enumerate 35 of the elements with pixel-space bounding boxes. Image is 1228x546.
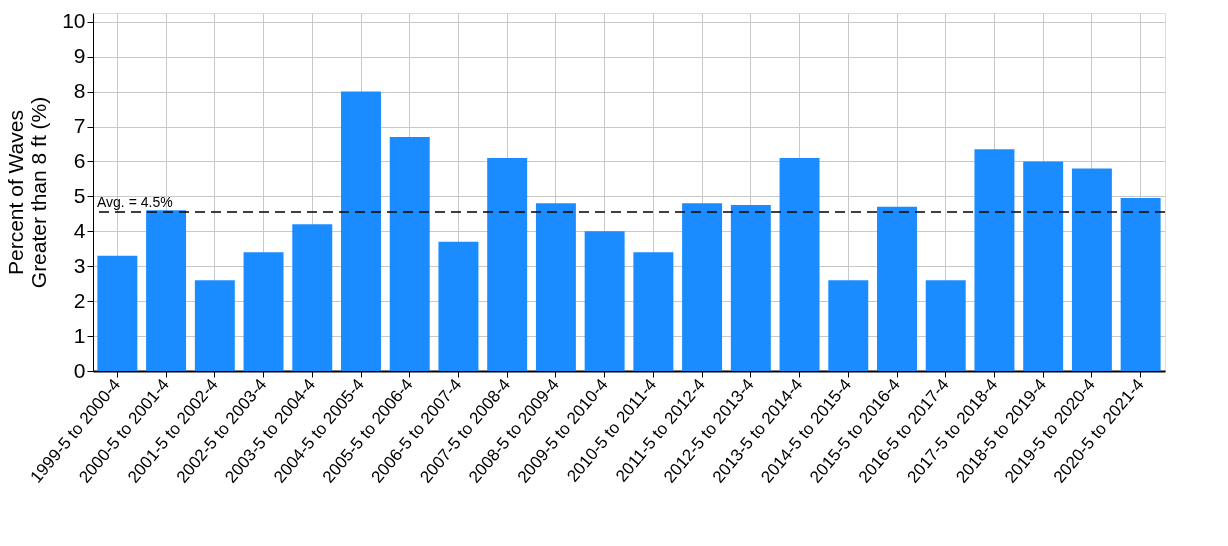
bar (633, 252, 674, 371)
y-tick-label: 6 (73, 148, 86, 172)
bar (730, 205, 771, 371)
bar (828, 280, 869, 371)
y-tick-label: 10 (62, 9, 86, 33)
bar (877, 206, 917, 371)
bar (146, 210, 187, 371)
y-tick-label: 3 (73, 253, 86, 277)
y-tick-label: 4 (73, 218, 86, 242)
y-tick-label: 5 (73, 183, 86, 207)
bar (1071, 168, 1112, 371)
bar (1023, 161, 1064, 371)
bar (194, 280, 235, 371)
y-tick-label: 1 (73, 323, 86, 347)
bar (243, 252, 284, 371)
y-tick-label: 0 (73, 358, 86, 382)
bar (292, 224, 333, 371)
y-axis-title: Percent of Waves Greater than 8 ft (%) (4, 96, 51, 289)
y-tick-label: 2 (73, 288, 86, 312)
bar (682, 203, 723, 371)
bar (487, 157, 528, 371)
bar (97, 255, 138, 371)
y-tick-label: 8 (73, 79, 86, 103)
bar (389, 136, 430, 371)
bar (584, 231, 625, 371)
bar (925, 280, 966, 371)
bar (1120, 198, 1161, 371)
bar (438, 241, 479, 371)
y-tick-label: 9 (73, 44, 86, 68)
bar (779, 157, 820, 371)
bar (974, 149, 1015, 371)
y-tick-label: 7 (73, 114, 86, 138)
ref-line-label: Avg. = 4.5% (97, 194, 173, 211)
bar (341, 91, 381, 371)
bar (535, 203, 576, 371)
